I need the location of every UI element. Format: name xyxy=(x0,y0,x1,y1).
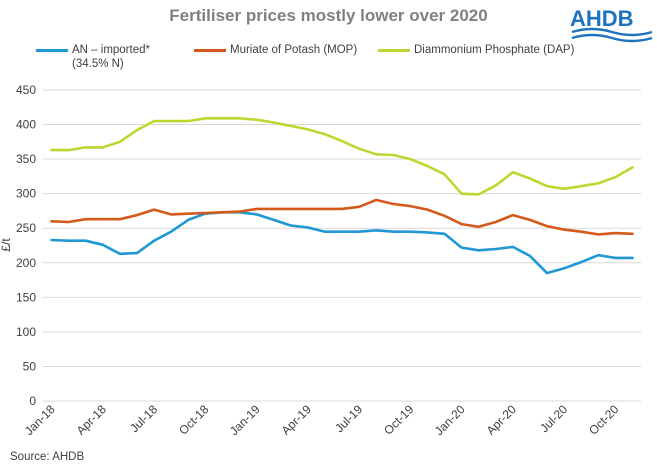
series-line-an xyxy=(50,211,634,275)
series-line-dap xyxy=(50,117,634,196)
x-tick-label: Apr-20 xyxy=(484,402,520,438)
logo-wave-2 xyxy=(571,33,653,43)
y-tick-label: 350 xyxy=(16,152,36,166)
chart-legend: AN – imported* (34.5% N) Muriate of Pota… xyxy=(0,0,657,80)
legend-swatch-mop xyxy=(194,49,226,52)
source-note: Source: AHDB xyxy=(10,451,85,463)
x-tick-label: Apr-18 xyxy=(74,402,110,438)
x-tick-label: Oct-18 xyxy=(176,402,212,438)
gridlines xyxy=(43,89,641,402)
legend-label-an: AN – imported* xyxy=(72,44,150,56)
y-tick-label: 50 xyxy=(23,359,37,373)
x-tick-label: Jan-18 xyxy=(22,402,58,438)
y-tick-label: 450 xyxy=(16,83,36,97)
legend-swatch-dap xyxy=(378,49,410,52)
logo-wave-1 xyxy=(571,27,653,37)
y-tick-label: 400 xyxy=(16,118,36,132)
x-tick-label: Jul-18 xyxy=(127,402,160,435)
x-tick-label: Jan-20 xyxy=(432,402,468,438)
chart-title: Fertiliser prices mostly lower over 2020 xyxy=(169,6,488,25)
legend-label-dap: Diammonium Phosphate (DAP) xyxy=(414,44,575,56)
legend-sublabel-an: (34.5% N) xyxy=(72,58,124,70)
legend-swatch-an xyxy=(36,49,68,52)
x-tick-label: Jul-19 xyxy=(332,402,365,435)
ahdb-logo: AHDB xyxy=(570,6,653,43)
y-tick-label: 0 xyxy=(29,394,36,408)
series-line-mop xyxy=(50,198,634,236)
x-tick-label: Oct-19 xyxy=(381,402,417,438)
x-axis: Jan-18 Apr-18 Jul-18 Oct-18 Jan-19 Apr-19 Jul-… xyxy=(22,402,622,438)
y-axis: 0 50 100 150 200 250 300 350 400 450 xyxy=(16,83,36,408)
legend-label-mop: Muriate of Potash (MOP) xyxy=(230,44,358,56)
y-tick-label: 150 xyxy=(16,290,36,304)
series-lines xyxy=(50,117,634,275)
x-tick-label: Jan-19 xyxy=(227,402,263,438)
y-tick-label: 200 xyxy=(16,256,36,270)
x-tick-label: Jul-20 xyxy=(537,402,570,435)
x-tick-label: Apr-19 xyxy=(279,402,315,438)
y-tick-label: 250 xyxy=(16,221,36,235)
y-axis-label: £/t xyxy=(0,238,13,252)
logo-text: AHDB xyxy=(570,6,634,31)
y-tick-label: 300 xyxy=(16,187,36,201)
x-tick-label: Oct-20 xyxy=(586,402,622,438)
y-tick-label: 100 xyxy=(16,325,36,339)
